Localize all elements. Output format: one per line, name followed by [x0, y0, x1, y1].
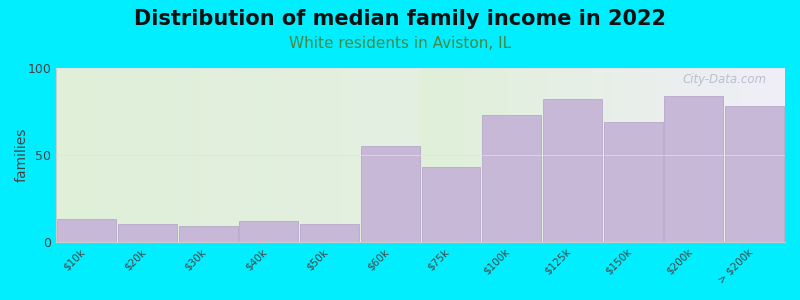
Bar	[604, 122, 662, 242]
Bar	[239, 221, 298, 242]
Text: White residents in Aviston, IL: White residents in Aviston, IL	[289, 36, 511, 51]
Bar	[58, 219, 116, 242]
Bar	[482, 115, 541, 242]
Bar	[725, 106, 784, 242]
Bar	[178, 226, 238, 242]
Text: City-Data.com: City-Data.com	[682, 73, 766, 86]
Bar	[300, 224, 359, 242]
Bar	[422, 167, 481, 242]
Text: Distribution of median family income in 2022: Distribution of median family income in …	[134, 9, 666, 29]
Bar	[665, 96, 723, 242]
Bar	[361, 146, 420, 242]
Y-axis label: families: families	[15, 128, 29, 182]
Bar	[543, 99, 602, 242]
Bar	[118, 224, 177, 242]
